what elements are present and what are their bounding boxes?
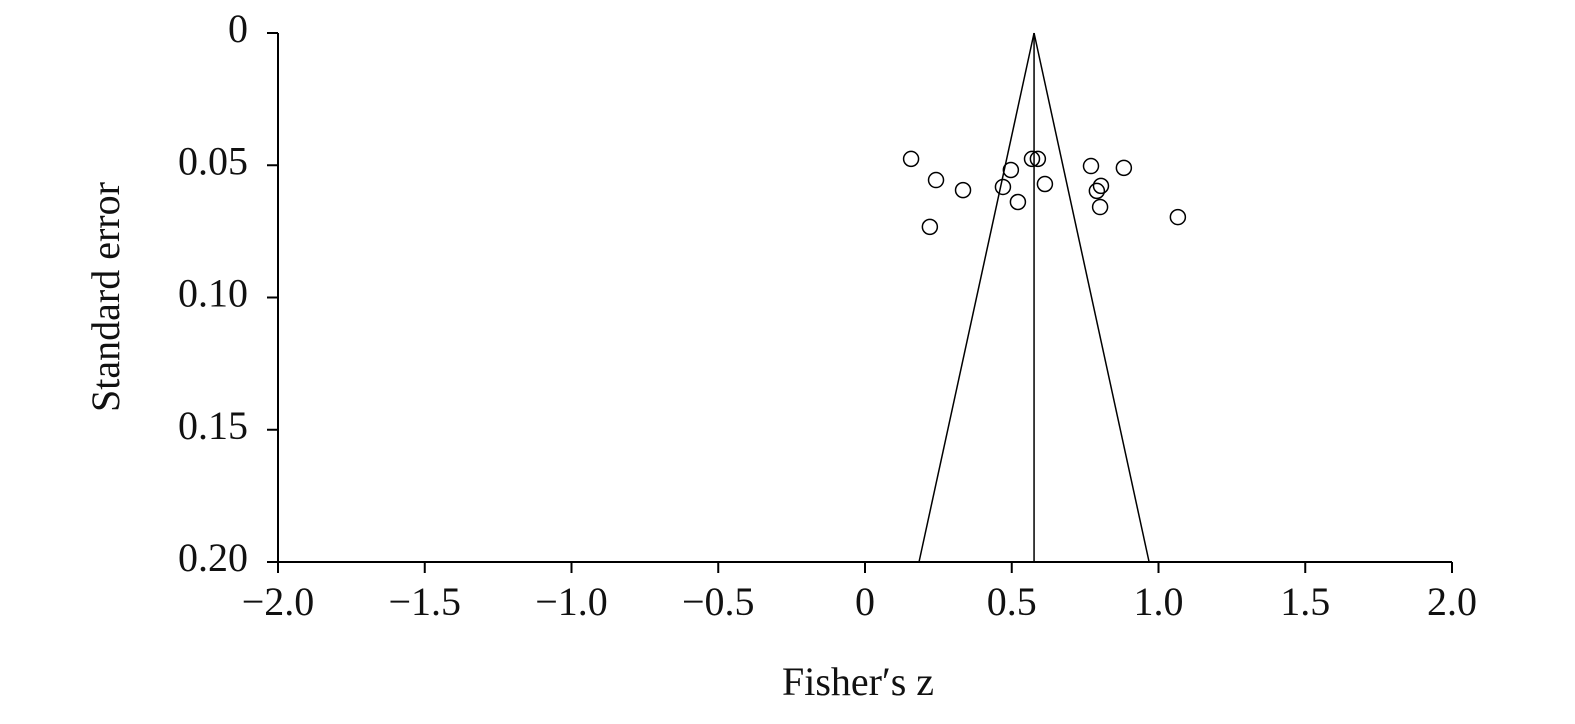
y-tick-label: 0.20 xyxy=(178,535,248,580)
x-tick-label: −1.5 xyxy=(388,579,461,624)
study-point xyxy=(921,218,939,236)
funnel-right xyxy=(1033,32,1150,563)
study-point xyxy=(927,171,945,189)
y-tick-label: 0.15 xyxy=(178,403,248,448)
study-point xyxy=(1169,208,1187,226)
x-tick-label: 2.0 xyxy=(1427,579,1477,624)
x-tick-label: 0 xyxy=(855,579,875,624)
study-point xyxy=(994,178,1012,196)
x-tick-label: −0.5 xyxy=(682,579,755,624)
study-point xyxy=(1115,159,1133,177)
study-point xyxy=(1029,150,1047,168)
study-point xyxy=(1092,177,1110,195)
study-point xyxy=(1082,157,1100,175)
study-point xyxy=(954,181,972,199)
x-tick-label: 1.0 xyxy=(1134,579,1184,624)
y-tick-label: 0.05 xyxy=(178,138,248,183)
y-tick-label: 0.10 xyxy=(178,271,248,316)
x-axis-title: Fisher′s z xyxy=(782,659,934,704)
x-tick-label: −1.0 xyxy=(535,579,608,624)
y-tick-label: 0 xyxy=(228,6,248,51)
study-point xyxy=(902,150,920,168)
funnel-left xyxy=(918,32,1035,563)
study-point xyxy=(1009,193,1027,211)
x-tick-label: −2.0 xyxy=(242,579,315,624)
x-tick-label: 1.5 xyxy=(1280,579,1330,624)
study-point xyxy=(1036,175,1054,193)
study-point xyxy=(1088,182,1106,200)
y-axis-title: Standard error xyxy=(83,182,128,412)
study-point xyxy=(1091,198,1109,216)
study-point xyxy=(1002,161,1020,179)
study-point xyxy=(1023,150,1041,168)
x-tick-label: 0.5 xyxy=(987,579,1037,624)
